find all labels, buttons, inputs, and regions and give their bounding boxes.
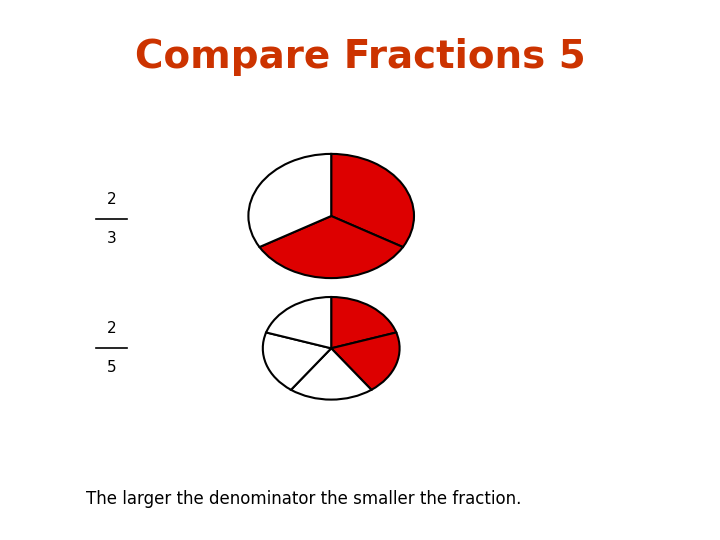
- Wedge shape: [263, 333, 331, 390]
- Wedge shape: [291, 348, 372, 400]
- Wedge shape: [331, 154, 414, 247]
- Text: 3: 3: [107, 231, 117, 246]
- Text: Compare Fractions 5: Compare Fractions 5: [135, 38, 585, 76]
- Text: The larger the denominator the smaller the fraction.: The larger the denominator the smaller t…: [86, 490, 522, 508]
- Wedge shape: [331, 297, 396, 348]
- Wedge shape: [331, 333, 400, 390]
- Text: 2: 2: [107, 321, 117, 336]
- Text: 2: 2: [107, 192, 117, 207]
- Wedge shape: [259, 216, 403, 278]
- Text: 5: 5: [107, 360, 117, 375]
- Wedge shape: [248, 154, 331, 247]
- Wedge shape: [266, 297, 331, 348]
